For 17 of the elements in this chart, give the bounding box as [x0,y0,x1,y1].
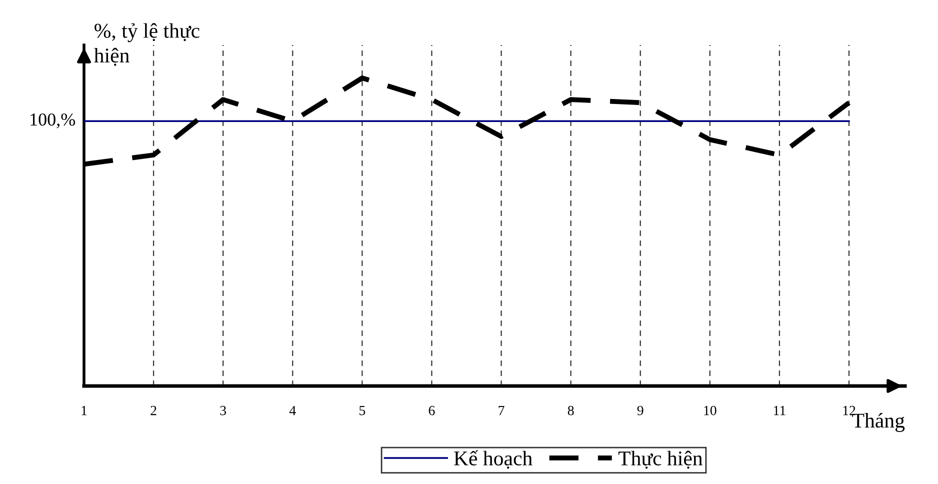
x-tick-label: 2 [150,406,156,416]
x-tick-label: 1 [82,406,87,416]
x-tick-label: 4 [289,406,296,416]
x-tick-label: 10 [704,406,716,416]
x-tick-label: 6 [428,406,435,416]
legend-label: Kế hoạch [454,450,532,469]
y-axis-title: %, tỷ lệ thực hiện [94,23,200,66]
legend-label: Thực hiện [618,450,703,469]
x-tick-label: 11 [774,406,786,416]
x-tick-label: 7 [498,406,504,416]
text: 100,% [30,113,76,128]
x-tick-label: 5 [360,406,366,416]
x-tick-label: 3 [220,406,226,416]
x-axis-title: Tháng [852,412,905,432]
x-tick-label: 9 [637,406,644,416]
x-tick-label: 8 [568,406,574,416]
x-tick-label: 12 [843,406,856,416]
